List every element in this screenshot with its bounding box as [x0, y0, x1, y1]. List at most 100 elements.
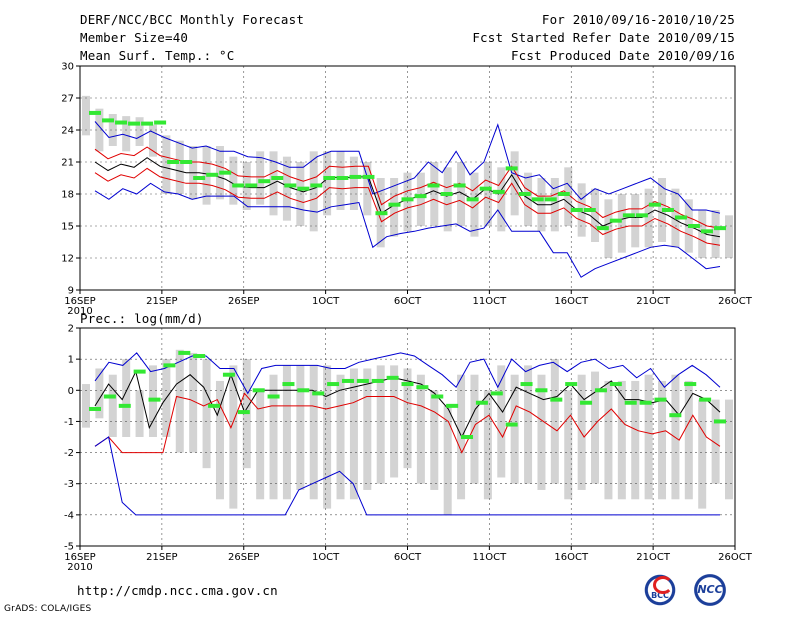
ncc-logo-text: NCC	[697, 583, 723, 596]
panel2-observed-marker	[475, 400, 488, 405]
panel2-observed-marker	[505, 422, 518, 427]
panel2-ytick-label: -2	[64, 448, 74, 459]
panel2-ensemble-box	[269, 374, 278, 500]
panel1-ensemble-box	[229, 156, 238, 205]
panel1-ensemble-box	[108, 114, 117, 146]
panel2-ensemble-box	[416, 374, 425, 484]
panel2-observed-marker	[103, 394, 116, 399]
panel1-ytick-label: 9	[68, 286, 74, 297]
panel1-ensemble-box	[591, 188, 600, 242]
panel1-ensemble-box	[175, 140, 184, 194]
panel1-ensemble-box	[256, 151, 265, 205]
panel2-ensemble-box	[309, 365, 318, 500]
panel2-observed-marker	[371, 378, 384, 383]
panel2-ytick-label: -4	[64, 510, 74, 521]
panel1-ensemble-box	[725, 215, 733, 258]
panel1-ensemble-box	[363, 162, 372, 216]
panel2-ensemble-box	[390, 365, 399, 478]
produced-date: Fcst Produced Date 2010/09/16	[510, 48, 735, 63]
panel1-series-upper	[94, 146, 721, 229]
panel1-observed-marker	[297, 186, 310, 191]
panel1-observed-marker	[401, 197, 414, 202]
panel1-observed-marker	[245, 183, 258, 188]
panel1-observed-marker	[531, 197, 544, 202]
panel2-ytick-label: 1	[68, 355, 74, 366]
panel1-ytick-label: 27	[61, 94, 74, 105]
panel1-observed-marker	[648, 202, 661, 207]
panel1-ytick-label: 18	[61, 190, 74, 201]
panel2-ensemble-box	[430, 390, 439, 490]
panel2-observed-marker	[401, 382, 414, 387]
panel2-observed-marker	[669, 413, 682, 418]
ncc-logo: NCC	[688, 568, 732, 612]
panel2-year-label: 2010	[67, 562, 92, 573]
panel2-observed-marker	[416, 385, 429, 390]
panel2-series-lower	[94, 392, 721, 454]
panel2-observed-marker	[535, 388, 548, 393]
footer-url[interactable]: http://cmdp.ncc.cma.gov.cn	[77, 583, 278, 598]
panel1-observed-marker	[635, 213, 648, 218]
panel2-observed-marker	[237, 410, 250, 415]
panel1-observed-marker	[349, 174, 362, 179]
panel1-observed-marker	[674, 215, 687, 220]
panel1-observed-marker	[492, 189, 505, 194]
panel2-observed-marker	[580, 400, 593, 405]
panel1-observed-marker	[219, 170, 232, 175]
panel2-ensemble-box	[564, 390, 573, 500]
panel2-ensemble-box	[189, 352, 198, 453]
panel1-ytick-label: 24	[61, 126, 74, 137]
panel1-ytick-label: 30	[61, 62, 74, 73]
panel2-ensemble-box	[135, 390, 144, 437]
bcc-swirl-icon	[653, 576, 673, 594]
panel2-series-ensemble-mean	[94, 370, 721, 439]
panel1-xtick-label: 11OCT	[473, 296, 508, 307]
panel1-ensemble-box	[122, 116, 131, 152]
panel1-year-label: 2010	[67, 306, 92, 317]
panel1-observed-marker	[453, 183, 466, 188]
panel2-ensemble-box	[256, 390, 265, 500]
panel1-ensemble-box	[135, 117, 144, 146]
panel1-series-max	[94, 182, 721, 278]
panel1-ensemble-box	[617, 194, 626, 253]
panel1-ensemble-box	[349, 156, 358, 210]
panel1-observed-marker	[440, 192, 453, 196]
panel2-ensemble-box	[617, 380, 626, 500]
prec-label: Prec.: log(mm/d)	[80, 311, 204, 326]
panel2-ensemble-box	[282, 365, 291, 500]
panel2-ensemble-box	[229, 365, 238, 509]
panel2-ensemble-box	[631, 380, 640, 500]
panel1-observed-marker	[154, 120, 167, 125]
panel2-observed-marker	[699, 397, 712, 402]
panel2-ensemble-box	[698, 399, 707, 509]
panel2-observed-marker	[312, 391, 325, 396]
panel1-observed-marker	[687, 224, 700, 228]
panel2-observed-marker	[431, 394, 444, 399]
panel2-ensemble-box	[122, 359, 131, 437]
panel1-ensemble-box	[443, 167, 452, 232]
panel2-ensemble-box	[470, 374, 479, 484]
panel1-observed-marker	[622, 213, 635, 218]
panel2-ensemble-box	[443, 405, 452, 515]
panel2-ensemble-box	[550, 359, 559, 484]
panel2-observed-marker	[208, 403, 221, 408]
panel2-observed-marker	[118, 403, 131, 408]
panel1-observed-marker	[284, 183, 297, 188]
panel1-xtick-label: 26SEP	[228, 296, 259, 307]
panel1-observed-marker	[570, 208, 583, 212]
panel1-observed-marker	[375, 211, 388, 216]
panel2-ensemble-box	[684, 380, 693, 500]
panel1-observed-marker	[427, 183, 440, 188]
panel2-observed-marker	[550, 397, 563, 402]
panel1-ensemble-box	[510, 151, 519, 216]
panel2-observed-marker	[222, 372, 235, 377]
panel2-observed-marker	[193, 354, 206, 359]
panel1-observed-marker	[271, 176, 284, 180]
panel2-observed-marker	[252, 388, 265, 393]
panel1-ensemble-box	[309, 151, 318, 232]
panel2-ensemble-box	[644, 374, 653, 500]
panel2-ytick-label: 0	[68, 386, 74, 397]
panel1-ensemble-box	[631, 194, 640, 248]
panel2-ytick-label: 2	[68, 324, 74, 335]
panel2-observed-marker	[446, 403, 459, 408]
